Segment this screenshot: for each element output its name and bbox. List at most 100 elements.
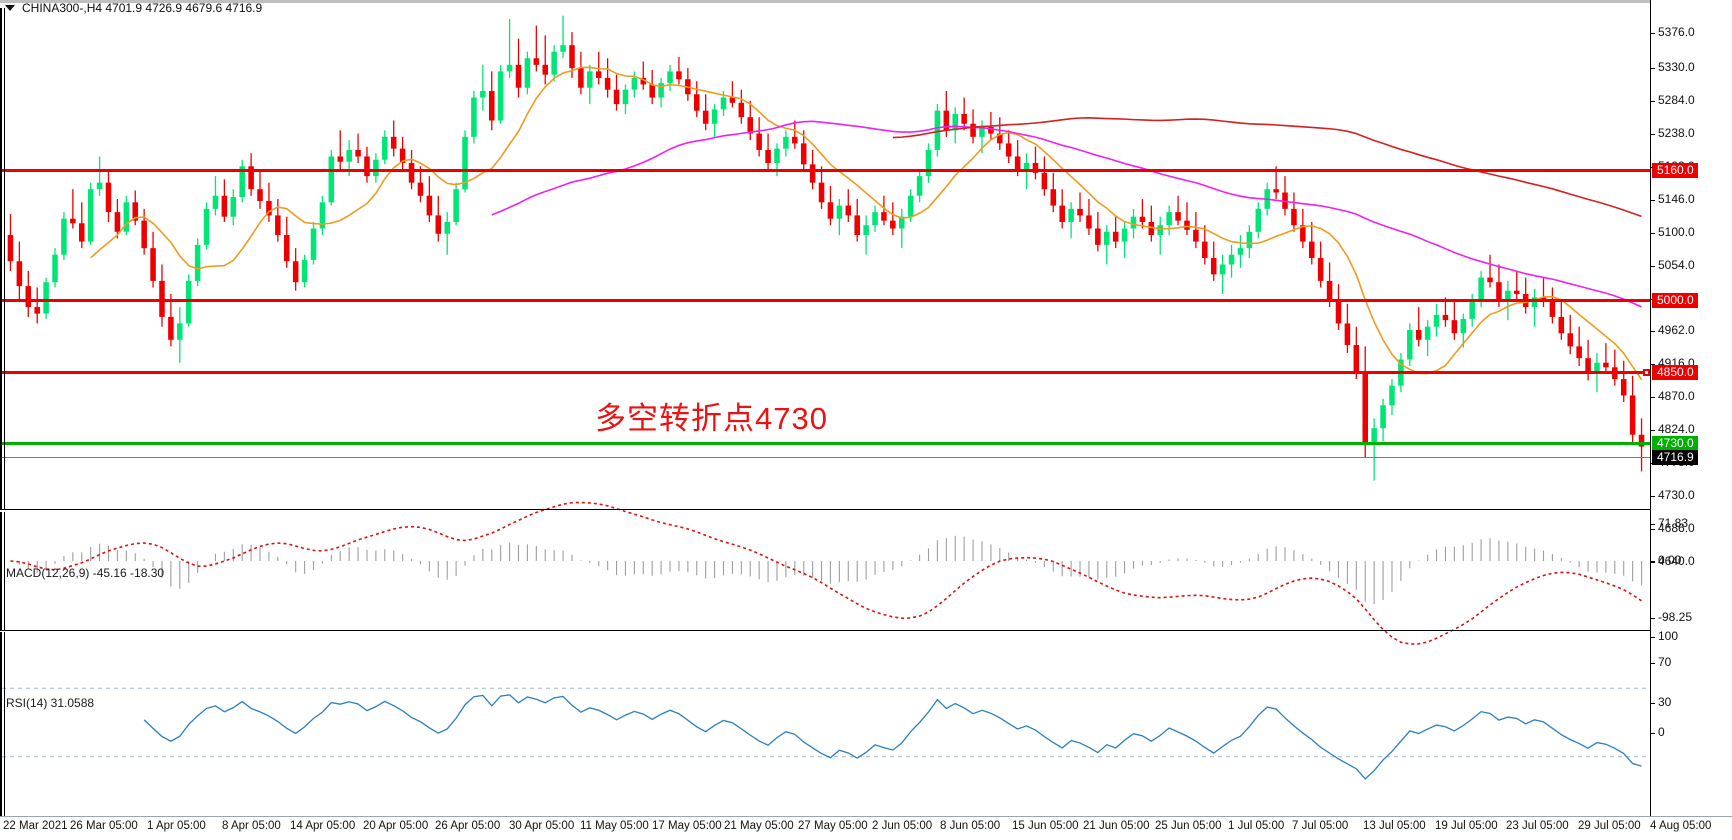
candle-body — [1594, 362, 1600, 373]
tick-label: 5100.0 — [1658, 225, 1695, 239]
candle-body — [676, 71, 682, 80]
candle-body — [925, 149, 932, 177]
candle-body — [694, 94, 700, 111]
tick-mark — [1651, 663, 1655, 664]
price-tick: 4962.0 — [1651, 323, 1732, 337]
resistance-line-5000[interactable] — [0, 299, 1650, 302]
candle-body — [1148, 221, 1155, 236]
candle-body — [1175, 212, 1181, 221]
candle-body — [827, 202, 834, 219]
candle-body — [622, 89, 629, 105]
time-label: 23 Jul 05:00 — [1506, 820, 1569, 832]
tick-label: 5146.0 — [1658, 192, 1695, 206]
macd-indicator-canvas[interactable] — [0, 501, 1650, 645]
rsi-pane-left-border-2 — [4, 632, 5, 816]
candle-body — [1558, 316, 1565, 334]
candle-body — [1344, 323, 1351, 346]
resistance-4850-flag[interactable]: 4850.0 — [1652, 365, 1698, 380]
candle-body — [1059, 205, 1065, 222]
candle-body — [1041, 172, 1048, 190]
tick-mark — [1651, 331, 1655, 332]
time-label: 26 Apr 05:00 — [435, 820, 501, 832]
candle-body — [399, 148, 406, 164]
candle-body — [1362, 371, 1369, 445]
candle-body — [1317, 257, 1324, 281]
candle-body — [1157, 225, 1164, 236]
candle-body — [373, 159, 379, 177]
time-label: 2 Jun 05:00 — [872, 820, 933, 832]
candle-body — [355, 149, 361, 157]
macd-scale-tick: 0.00 — [1651, 553, 1732, 567]
rsi-scale-label: 30 — [1658, 695, 1672, 709]
tick-mark — [1651, 524, 1655, 525]
candle-body — [711, 109, 718, 124]
resistance-line-5160[interactable] — [0, 169, 1650, 172]
chevron-down-icon[interactable] — [5, 5, 15, 11]
candle-body — [7, 235, 14, 262]
candle-body — [1014, 156, 1021, 170]
candle-body — [1309, 241, 1315, 258]
candle-body — [1407, 329, 1413, 360]
candle-body — [934, 110, 941, 150]
candle-body — [1326, 280, 1333, 301]
rsi-label: RSI(14) 31.0588 — [6, 696, 95, 710]
time-label: 15 Jun 05:00 — [1012, 820, 1079, 832]
time-axis[interactable]: 22 Mar 2021 26 Mar 05:00 1 Apr 05:00 8 Apr … — [0, 816, 1732, 840]
time-label: 22 Mar 2021 — [3, 820, 68, 832]
price-tick: 5238.0 — [1651, 126, 1732, 140]
candle-body — [1184, 220, 1190, 230]
candle-body — [970, 123, 976, 137]
resistance-line-4850[interactable] — [0, 371, 1650, 374]
price-chart-canvas[interactable] — [0, 0, 1650, 512]
candle-body — [899, 216, 905, 229]
ma-mid-magenta — [491, 120, 1642, 308]
time-label: 14 Apr 05:00 — [290, 820, 356, 832]
candle-body — [1442, 314, 1449, 321]
tick-mark — [1651, 733, 1655, 734]
candle-body — [916, 176, 923, 196]
candle-body — [1255, 208, 1262, 232]
resistance-5160-flag[interactable]: 5160.0 — [1652, 163, 1698, 178]
candle-body — [471, 97, 477, 137]
support-4730-flag[interactable]: 4730.0 — [1652, 436, 1698, 451]
support-line-4730[interactable] — [0, 442, 1650, 445]
tick-mark — [1651, 562, 1655, 563]
price-tick: 4824.0 — [1651, 422, 1732, 436]
price-tick: 5100.0 — [1651, 225, 1732, 239]
candle-body — [1193, 229, 1199, 242]
rsi-indicator-canvas[interactable] — [0, 632, 1650, 816]
price-tick: 4640.0 — [1651, 554, 1732, 568]
chart-header[interactable]: CHINA300-,H4 4701.9 4726.9 4679.6 4716.9 — [0, 0, 262, 16]
candle-body — [70, 218, 76, 224]
last-price-flag[interactable]: 4716.9 — [1652, 450, 1698, 465]
candle-body — [1531, 297, 1538, 308]
candle-body — [310, 228, 317, 260]
macd-scale-tick: -98.25 — [1651, 610, 1732, 624]
candle-body — [809, 164, 816, 183]
current-price-line[interactable] — [0, 457, 1650, 458]
tick-mark — [1651, 233, 1655, 234]
candle-body — [542, 64, 549, 75]
resistance-5000-flag[interactable]: 5000.0 — [1652, 293, 1698, 308]
candle-body — [221, 195, 228, 217]
time-label: 25 Jun 05:00 — [1155, 820, 1222, 832]
rsi-scale-label: 100 — [1658, 629, 1679, 643]
candle-body — [640, 77, 647, 85]
tick-label: 5330.0 — [1658, 60, 1695, 74]
level-drag-handle[interactable] — [1643, 369, 1650, 376]
candle-body — [177, 323, 183, 340]
price-pane-left-border — [0, 8, 2, 510]
candle-body — [1603, 362, 1609, 368]
ma-fast-orange — [90, 66, 1643, 381]
window-top-bar — [0, 0, 1732, 3]
price-axis[interactable]: 5376.05330.05284.05238.05192.05146.05100… — [1650, 0, 1732, 816]
candle-body — [123, 202, 130, 232]
candle-body — [774, 148, 780, 164]
candle-body — [408, 163, 415, 183]
candle-body — [595, 71, 602, 78]
candle-body — [747, 117, 754, 134]
candle-body — [1460, 318, 1467, 334]
candle-body — [1567, 333, 1574, 347]
candle-body — [560, 45, 566, 52]
